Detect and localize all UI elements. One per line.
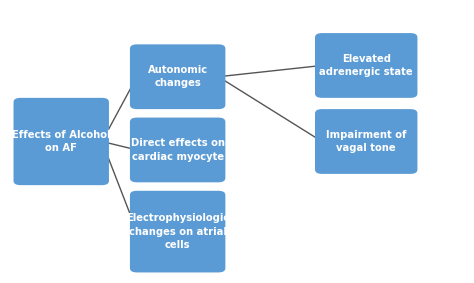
FancyBboxPatch shape (130, 44, 225, 109)
FancyBboxPatch shape (14, 98, 109, 185)
Text: Electrophysiologic
changes on atrial
cells: Electrophysiologic changes on atrial cel… (126, 213, 229, 250)
FancyBboxPatch shape (130, 117, 225, 182)
FancyBboxPatch shape (130, 191, 225, 273)
Text: Effects of Alcohol
on AF: Effects of Alcohol on AF (12, 130, 110, 153)
Text: Impairment of
vagal tone: Impairment of vagal tone (326, 130, 407, 153)
FancyBboxPatch shape (315, 109, 418, 174)
FancyBboxPatch shape (315, 33, 418, 98)
Text: Autonomic
changes: Autonomic changes (147, 65, 208, 88)
Text: Direct effects on
cardiac myocyte: Direct effects on cardiac myocyte (131, 138, 225, 162)
Text: Elevated
adrenergic state: Elevated adrenergic state (319, 54, 413, 77)
